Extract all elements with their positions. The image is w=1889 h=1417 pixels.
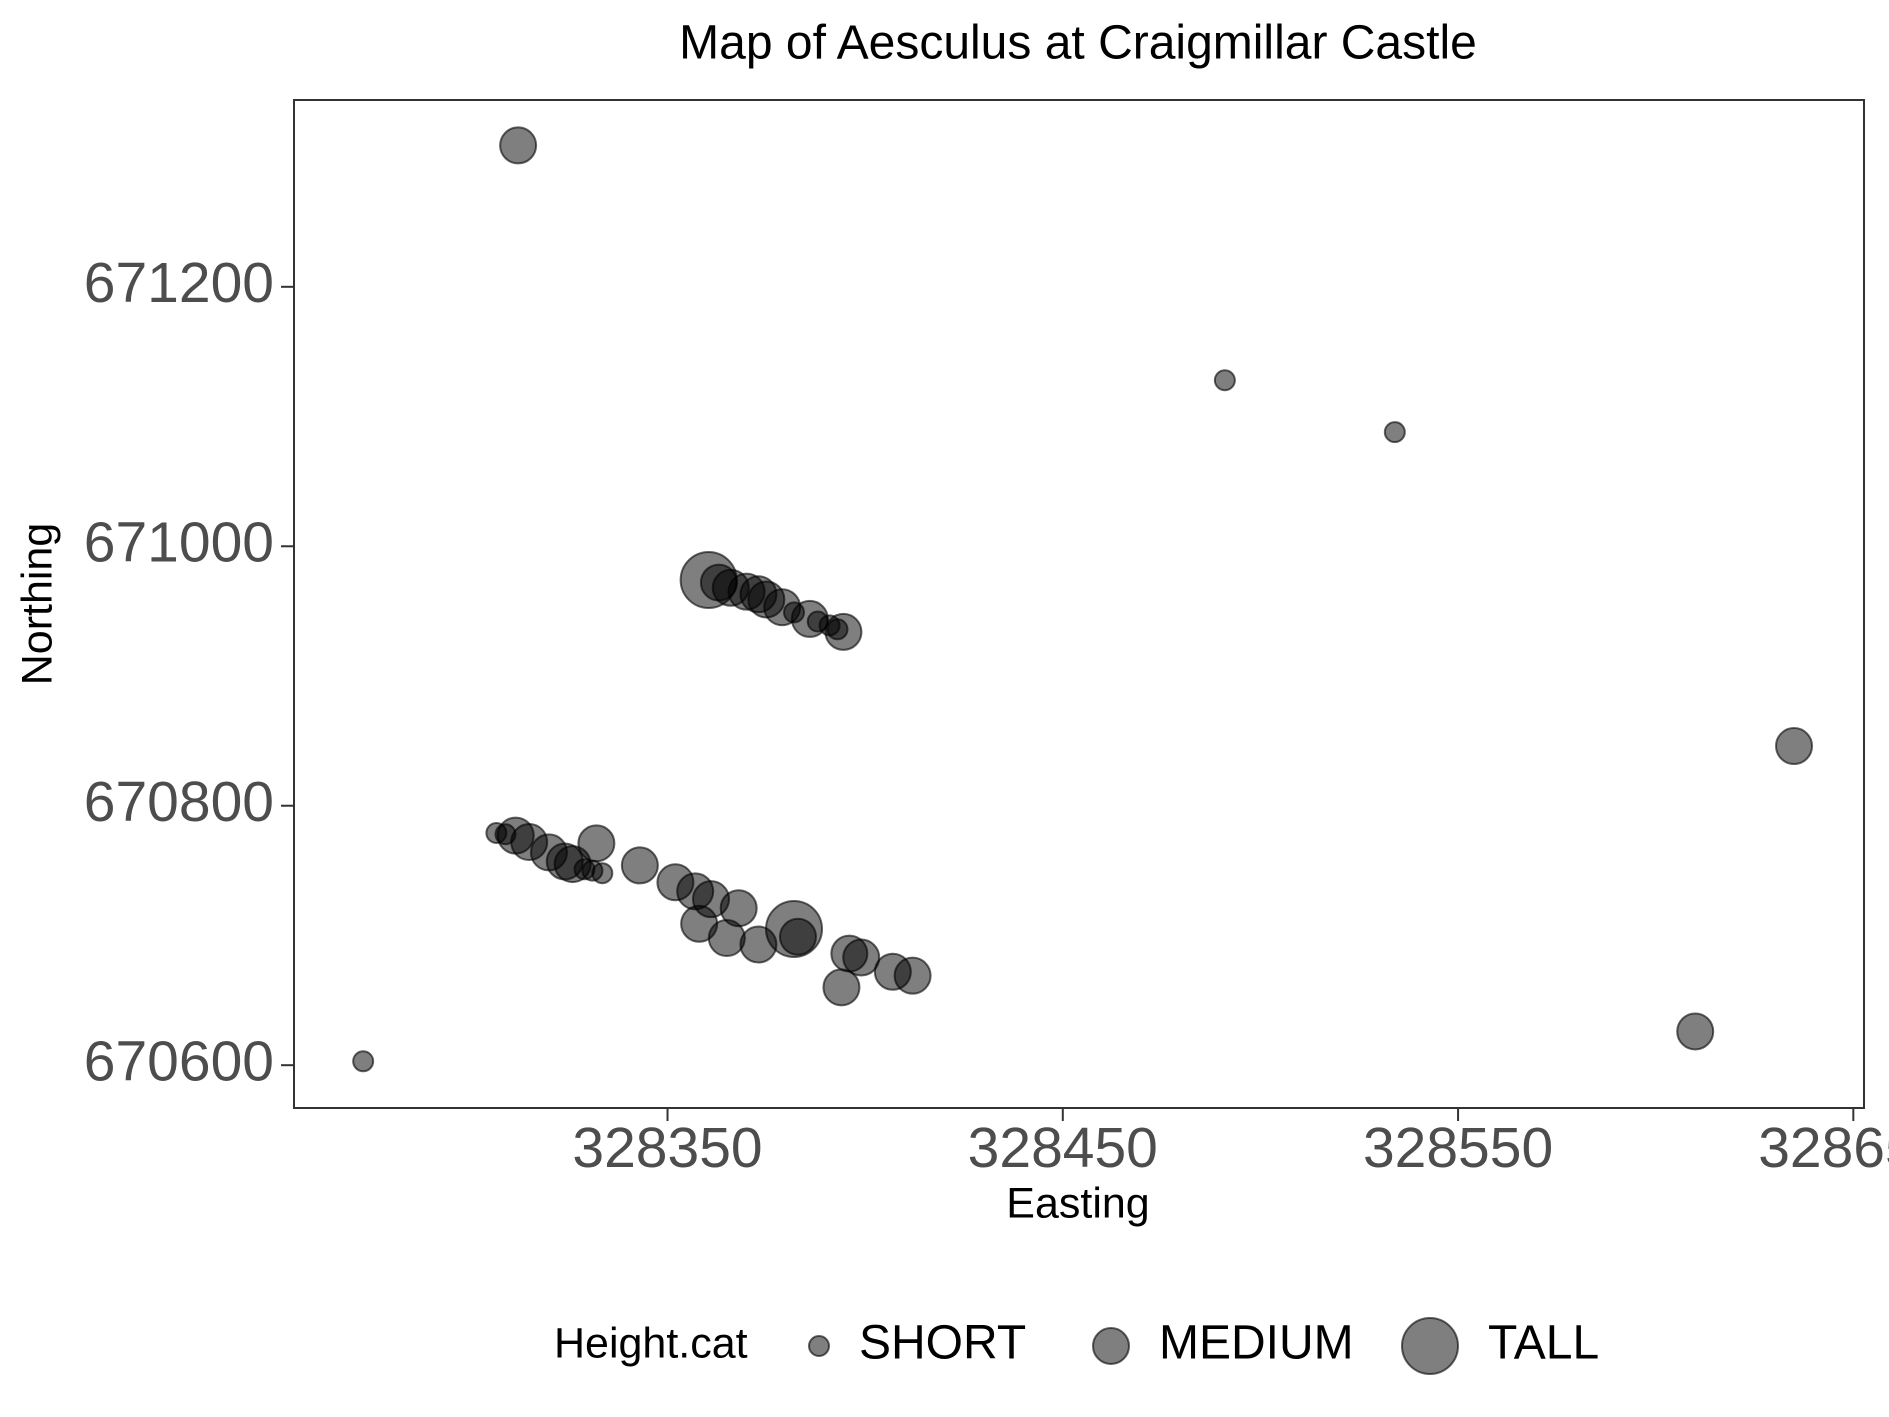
legend-key <box>808 1335 830 1357</box>
y-axis-title: Northing <box>13 523 61 686</box>
point <box>790 599 829 638</box>
point <box>352 1050 375 1073</box>
point <box>765 899 824 958</box>
legend-key <box>1401 1317 1459 1375</box>
point <box>1383 421 1406 444</box>
y-tick-label: 671200 <box>84 251 274 315</box>
x-tick-label: 328550 <box>1363 1116 1553 1180</box>
legend-key <box>1092 1327 1130 1365</box>
point <box>679 551 738 609</box>
point <box>707 919 746 958</box>
x-tick-label: 328650 <box>1758 1116 1889 1180</box>
point <box>1213 369 1236 392</box>
point <box>1775 727 1814 766</box>
point <box>577 824 616 863</box>
point <box>824 612 863 651</box>
x-axis-title: Easting <box>1006 1179 1149 1227</box>
point <box>591 862 614 885</box>
point <box>620 846 659 885</box>
y-tick-label: 670800 <box>84 770 274 834</box>
chart-title: Map of Aesculus at Craigmillar Castle <box>679 17 1477 70</box>
y-tick-label: 670600 <box>84 1029 274 1093</box>
legend-label: SHORT <box>859 1317 1026 1370</box>
legend-label: MEDIUM <box>1159 1317 1354 1370</box>
point <box>893 956 932 995</box>
plot-panel <box>293 99 1865 1109</box>
x-tick-label: 328450 <box>968 1116 1158 1180</box>
point <box>822 968 861 1007</box>
point <box>1676 1012 1715 1051</box>
y-tick-label: 671000 <box>84 510 274 574</box>
x-tick-label: 328350 <box>572 1116 762 1180</box>
point <box>842 938 881 977</box>
point <box>499 126 538 165</box>
legend-title: Height.cat <box>554 1319 748 1367</box>
legend-label: TALL <box>1488 1317 1599 1370</box>
